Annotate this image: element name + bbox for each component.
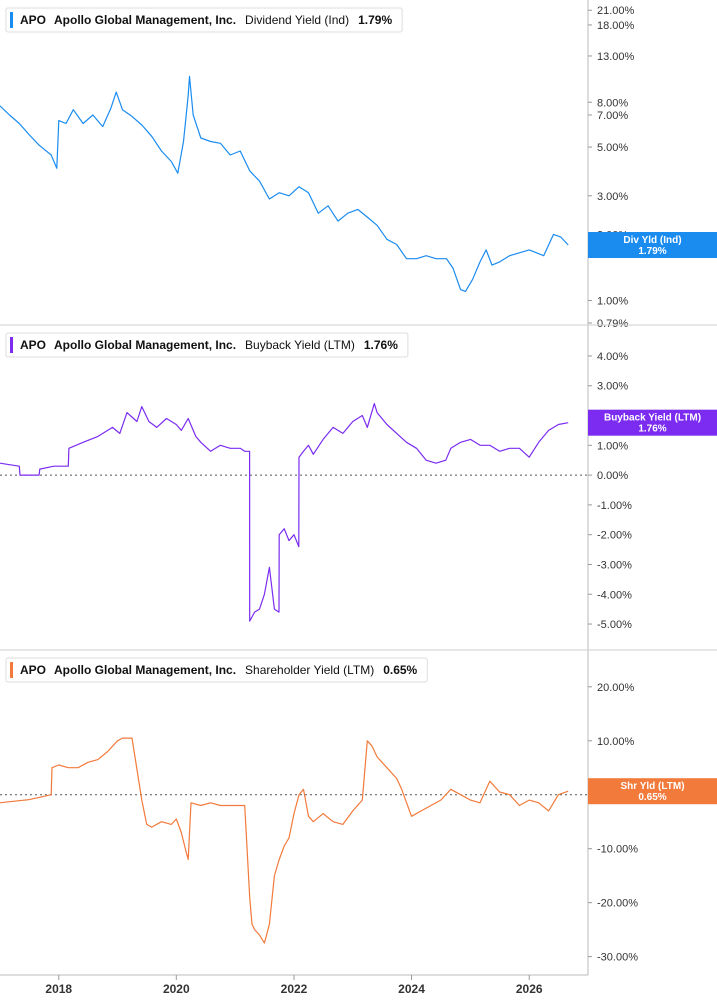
series-line-2	[0, 737, 569, 944]
y-tick-label: -10.00%	[597, 844, 638, 856]
legend-text: 0.65%	[383, 663, 417, 677]
legend-box-2[interactable]: APO Apollo Global Management, Inc. Shareho…	[5, 657, 428, 683]
legend-color-marker	[10, 337, 13, 353]
y-tick-label: -30.00%	[597, 952, 638, 964]
legend-box-1[interactable]: APO Apollo Global Management, Inc. Buyback…	[5, 332, 409, 358]
y-tick-label: 21.00%	[597, 5, 635, 17]
legend-text: Apollo Global Management, Inc.	[54, 13, 236, 27]
legend-text: APO	[20, 338, 46, 352]
x-tick-label: 2026	[516, 982, 543, 996]
y-tick-label: 5.00%	[597, 142, 628, 154]
series-line-1	[0, 403, 569, 622]
y-tick-label: 0.00%	[597, 470, 628, 482]
value-tag-value: 1.76%	[638, 424, 666, 435]
y-tick-label: 0.79%	[597, 318, 628, 330]
legend-text: Apollo Global Management, Inc.	[54, 338, 236, 352]
x-tick-label: 2022	[281, 982, 308, 996]
chart-panel-0: 21.00%18.00%13.00%8.00%7.00%5.00%3.00%2.…	[0, 5, 717, 330]
value-tag	[588, 778, 717, 805]
legend-text: Dividend Yield (Ind)	[245, 13, 349, 27]
y-tick-label: 13.00%	[597, 51, 635, 63]
legend-box-0[interactable]: APO Apollo Global Management, Inc. Dividen…	[5, 7, 403, 33]
y-tick-label: 3.00%	[597, 381, 628, 393]
y-tick-label: 20.00%	[597, 682, 635, 694]
y-tick-label: 10.00%	[597, 736, 635, 748]
y-tick-label: -3.00%	[597, 559, 632, 571]
y-tick-label: -4.00%	[597, 589, 632, 601]
legend-color-marker	[10, 662, 13, 678]
series-line-0	[0, 75, 569, 292]
y-tick-label: -1.00%	[597, 500, 632, 512]
legend-text: APO	[20, 663, 46, 677]
value-tag-label: Shr Yld (LTM)	[620, 781, 684, 792]
y-tick-label: 3.00%	[597, 191, 628, 203]
y-tick-label: 1.00%	[597, 440, 628, 452]
chart-panel-2: 20.00%10.00%0.00%-10.00%-20.00%-30.00%Sh…	[0, 649, 717, 964]
value-tag-label: Buyback Yield (LTM)	[604, 413, 701, 424]
y-tick-label: 18.00%	[597, 20, 635, 32]
y-tick-label: -2.00%	[597, 530, 632, 542]
value-tag-label: Div Yld (Ind)	[623, 235, 681, 246]
legend-text: 1.79%	[358, 13, 392, 27]
x-tick-label: 2024	[398, 982, 425, 996]
y-tick-label: 7.00%	[597, 110, 628, 122]
chart-panel-1: 4.00% 3.00% 1.00% 0.00% -1.00% -2.00% -3.00% -4…	[0, 324, 717, 631]
legend-text: Shareholder Yield (LTM)	[245, 663, 374, 677]
value-tag	[588, 409, 717, 436]
legend-background	[5, 7, 403, 33]
x-tick-label: 2018	[45, 982, 72, 996]
legend-text: Apollo Global Management, Inc.	[54, 663, 236, 677]
value-tag	[588, 232, 717, 259]
y-tick-label: 4.00%	[597, 351, 628, 363]
legend-text: APO	[20, 13, 46, 27]
legend-background	[5, 332, 409, 358]
y-tick-label: 8.00%	[597, 97, 628, 109]
y-tick-label: -20.00%	[597, 898, 638, 910]
legend-background	[5, 657, 428, 683]
value-tag-value: 1.79%	[638, 246, 666, 257]
y-tick-label: -5.00%	[597, 619, 632, 631]
legend-text: Buyback Yield (LTM)	[245, 338, 355, 352]
legend-text: 1.76%	[364, 338, 398, 352]
y-tick-label: 1.00%	[597, 296, 628, 308]
legend-color-marker	[10, 12, 13, 28]
x-tick-label: 2020	[163, 982, 190, 996]
value-tag-value: 0.65%	[638, 792, 666, 803]
